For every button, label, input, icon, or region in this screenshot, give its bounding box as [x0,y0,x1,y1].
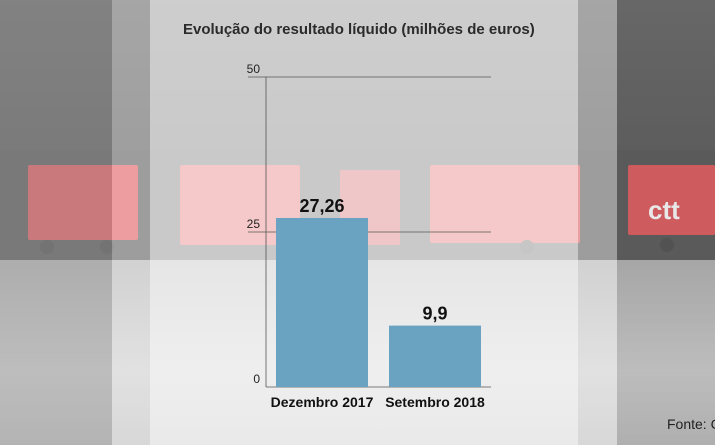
y-tick-label: 25 [247,217,261,231]
x-tick-label: Setembro 2018 [385,394,485,410]
data-label: 27,26 [299,196,344,216]
logo-text: ctt [648,195,680,225]
data-label: 9,9 [422,304,447,324]
y-tick-label: 0 [253,372,260,386]
chart-title: Evolução do resultado líquido (milhões d… [183,21,535,38]
source-note: Fonte: C [667,416,715,432]
bar [276,217,368,387]
y-tick-label: 50 [247,62,261,76]
bar [389,325,481,387]
x-tick-label: Dezembro 2017 [271,394,374,410]
